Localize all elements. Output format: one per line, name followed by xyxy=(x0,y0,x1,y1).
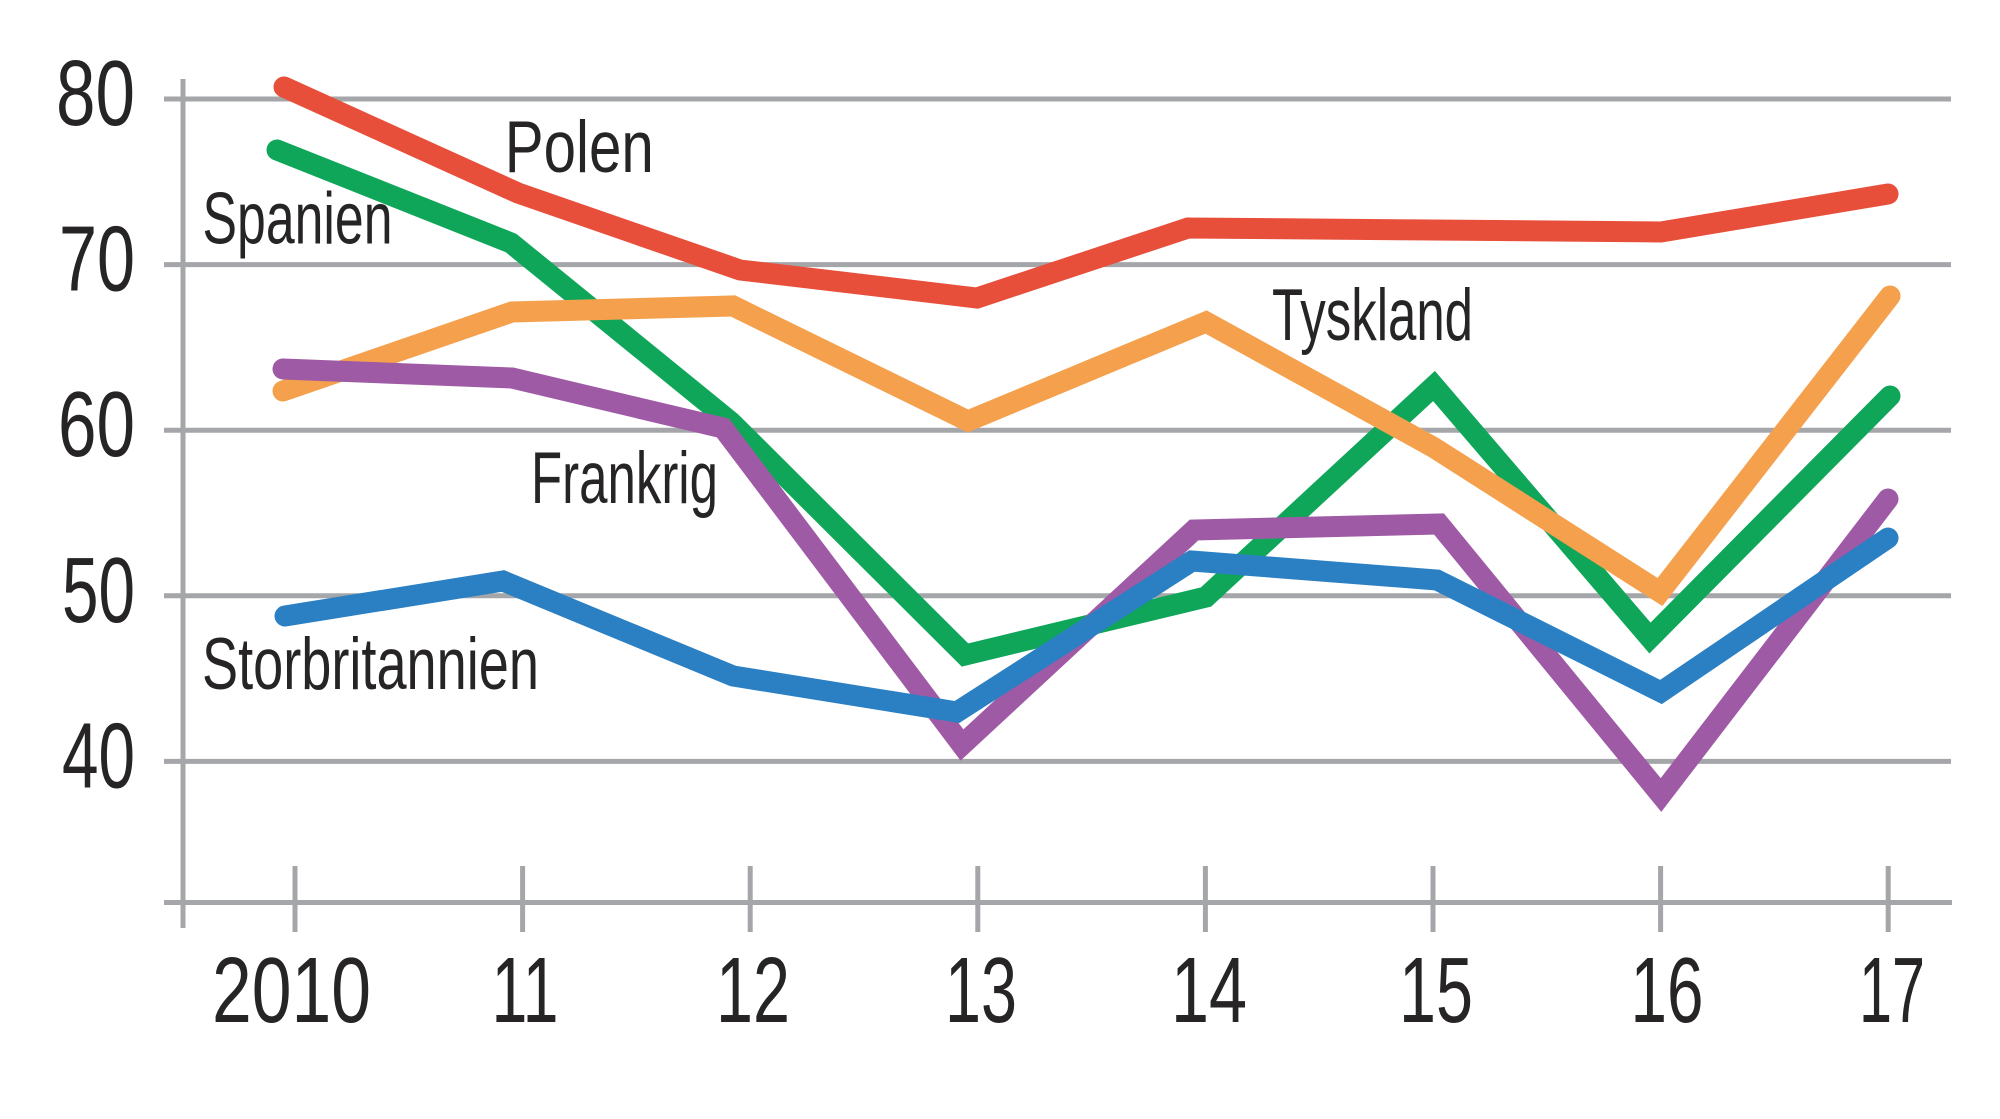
svg-text:11: 11 xyxy=(492,938,559,1042)
svg-text:15: 15 xyxy=(1399,938,1473,1042)
svg-text:Spanien: Spanien xyxy=(203,179,393,260)
svg-text:80: 80 xyxy=(56,41,135,145)
svg-text:16: 16 xyxy=(1631,938,1704,1042)
svg-text:14: 14 xyxy=(1171,938,1247,1042)
svg-text:40: 40 xyxy=(62,703,135,807)
svg-text:60: 60 xyxy=(58,372,135,476)
svg-text:Tyskland: Tyskland xyxy=(1272,275,1473,356)
svg-text:Polen: Polen xyxy=(505,107,654,188)
svg-text:12: 12 xyxy=(716,938,790,1042)
svg-text:70: 70 xyxy=(59,207,135,311)
svg-text:Frankrig: Frankrig xyxy=(531,438,718,519)
svg-text:13: 13 xyxy=(945,938,1017,1042)
svg-text:Storbritannien: Storbritannien xyxy=(202,624,539,705)
svg-text:17: 17 xyxy=(1859,938,1925,1042)
svg-text:2010: 2010 xyxy=(212,938,371,1042)
svg-text:50: 50 xyxy=(62,538,135,642)
